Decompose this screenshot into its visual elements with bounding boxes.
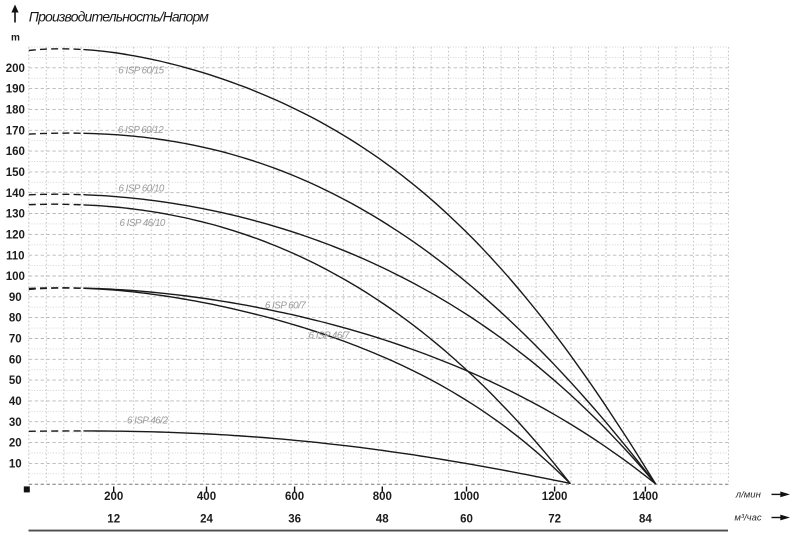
svg-text:130: 130 (6, 209, 25, 221)
svg-text:600: 600 (285, 491, 304, 503)
svg-text:Производительность/Напорм: Производительность/Напорм (29, 9, 209, 25)
svg-text:6 ISP 60/7: 6 ISP 60/7 (265, 301, 306, 312)
svg-text:72: 72 (548, 513, 561, 525)
svg-text:70: 70 (9, 334, 22, 346)
svg-text:m: m (11, 33, 20, 44)
svg-text:120: 120 (6, 230, 25, 242)
svg-text:180: 180 (6, 105, 25, 117)
svg-text:150: 150 (6, 167, 25, 179)
svg-text:80: 80 (9, 313, 22, 325)
svg-text:200: 200 (104, 491, 123, 503)
svg-text:6 ISP 60/15: 6 ISP 60/15 (118, 66, 164, 77)
svg-text:170: 170 (6, 125, 25, 137)
svg-text:110: 110 (6, 250, 25, 262)
svg-text:40: 40 (9, 396, 22, 408)
svg-text:1200: 1200 (542, 491, 568, 503)
svg-text:10: 10 (9, 459, 22, 471)
svg-text:6 ISP 46/7: 6 ISP 46/7 (309, 331, 350, 342)
svg-text:6 ISP 60/10: 6 ISP 60/10 (119, 184, 165, 195)
svg-text:6 ISP 60/12: 6 ISP 60/12 (118, 125, 164, 136)
svg-text:1400: 1400 (633, 491, 659, 503)
svg-text:1000: 1000 (454, 491, 480, 503)
svg-text:60: 60 (9, 354, 22, 366)
svg-text:6 ISP 46/2: 6 ISP 46/2 (127, 416, 168, 427)
svg-text:160: 160 (6, 146, 25, 158)
svg-text:60: 60 (460, 513, 473, 525)
svg-text:24: 24 (200, 513, 213, 525)
svg-text:800: 800 (373, 491, 392, 503)
svg-text:190: 190 (6, 84, 25, 96)
svg-text:90: 90 (9, 292, 22, 304)
svg-text:48: 48 (376, 513, 389, 525)
svg-text:л/мин: л/мин (735, 490, 762, 501)
svg-text:100: 100 (6, 271, 25, 283)
svg-text:36: 36 (288, 513, 301, 525)
svg-text:200: 200 (6, 63, 25, 75)
svg-text:м³/час: м³/час (734, 513, 762, 524)
svg-text:12: 12 (107, 513, 120, 525)
svg-text:400: 400 (197, 491, 216, 503)
svg-text:20: 20 (9, 438, 22, 450)
svg-text:140: 140 (6, 188, 25, 200)
svg-text:84: 84 (639, 513, 652, 525)
svg-text:30: 30 (9, 417, 22, 429)
svg-text:50: 50 (9, 375, 22, 387)
svg-text:6 ISP 46/10: 6 ISP 46/10 (120, 218, 166, 229)
